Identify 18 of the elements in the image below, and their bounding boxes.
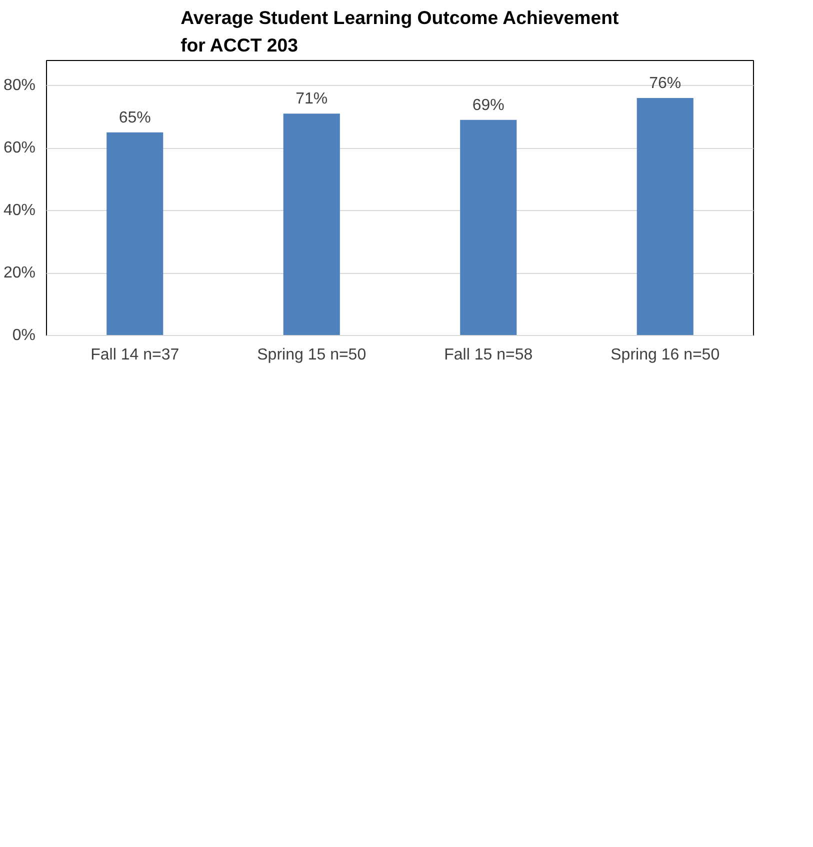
bar	[106, 132, 164, 336]
data-label: 71%	[296, 90, 328, 108]
x-tick-label: Fall 15 n=58	[444, 346, 533, 364]
y-tick-label: 60%	[3, 140, 36, 156]
x-tick-label: Fall 14 n=37	[90, 346, 180, 364]
y-tick-label: 80%	[3, 77, 36, 94]
data-label: 65%	[118, 109, 151, 126]
bar	[460, 120, 517, 336]
bar	[283, 114, 340, 336]
data-label: 76%	[649, 75, 682, 92]
y-tick-label: 0%	[12, 327, 36, 344]
y-tick-label: 40%	[3, 202, 36, 219]
chart-title: Average Student Learning Outcome Achievement for ACCT 203	[180, 7, 619, 56]
bar	[636, 98, 694, 336]
y-tick-label: 20%	[3, 264, 36, 282]
x-tick-label: Spring 15 n=50	[257, 346, 366, 364]
data-label: 69%	[472, 96, 504, 114]
x-tick-label: Spring 16 n=50	[610, 346, 720, 364]
